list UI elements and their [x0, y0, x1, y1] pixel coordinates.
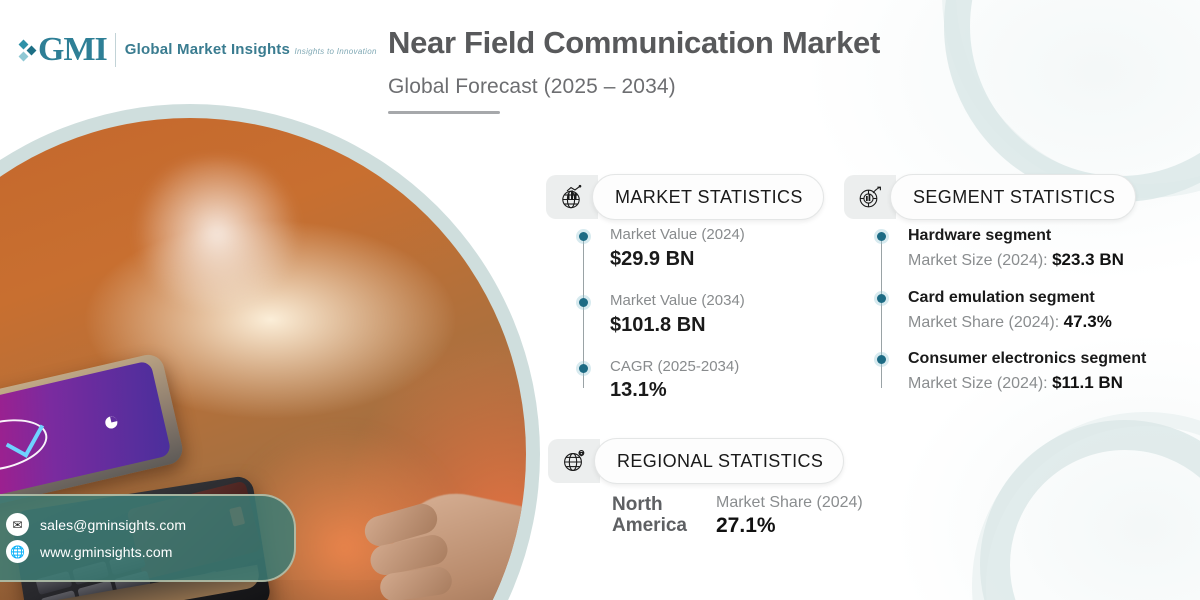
logo-plate: [0, 0, 248, 98]
region-name: North America: [612, 494, 687, 537]
page-subtitle: Global Forecast (2025 – 2034): [388, 74, 676, 98]
segment-stat-metric-2: Market Size (2024):: [908, 375, 1053, 393]
market-stat-item-1: Market Value (2034) $101.8 BN: [578, 292, 858, 338]
logo-divider: [114, 33, 116, 67]
segment-stat-metric-0: Market Size (2024):: [908, 251, 1053, 269]
segment-stat-value-2: $11.1 BN: [1052, 373, 1123, 393]
bullet-dot: [877, 355, 886, 365]
segment-statistics-header: SEGMENT STATISTICS: [844, 174, 1137, 220]
bullet-dot: [579, 232, 588, 241]
segment-stat-value-0: $23.3 BN: [1052, 249, 1124, 269]
globe-pin-icon: [548, 439, 600, 483]
bullet-dot: [579, 297, 588, 307]
header: Near Field Communication Market Global F…: [388, 25, 1028, 114]
segment-stat-sub-2: Market Size (2024): $11.1 BN: [908, 372, 1186, 395]
segment-stat-title-0: Hardware segment: [908, 227, 1052, 244]
contact-email-text: sales@gminsights.com: [40, 516, 187, 533]
logo-tagline: Insights to Innovation: [294, 46, 377, 56]
nfc-wave-icon: ◕: [95, 410, 131, 434]
contact-email-row[interactable]: ✉ sales@gminsights.com: [6, 513, 276, 536]
logo-mark-text: GMI: [38, 31, 108, 68]
market-stat-label-2: CAGR (2025-2034): [610, 357, 740, 375]
regional-statistics-body: North America Market Share (2024) 27.1%: [612, 494, 863, 538]
contact-website-text: www.gminsights.com: [40, 543, 173, 560]
logo-company-name: Global Market Insights: [124, 40, 291, 58]
segment-stats-connector: [881, 236, 882, 388]
pie-chart-target-icon: [844, 175, 896, 219]
segment-stat-value-1: 47.3%: [1063, 311, 1112, 331]
regional-statistics-title: REGIONAL STATISTICS: [594, 438, 845, 484]
hero-image-panel: PAY 🛒 ◕: [0, 0, 540, 600]
segment-stat-title-2: Consumer electronics segment: [908, 350, 1147, 368]
segment-stat-metric-1: Market Share (2024):: [908, 313, 1064, 331]
title-underline: [388, 110, 500, 114]
photo-highlight-bokeh: [122, 158, 312, 308]
diamond-cluster-icon: [18, 35, 37, 65]
market-stat-item-0: Market Value (2024) $29.9 BN: [578, 226, 858, 272]
market-stat-value-2: 13.1%: [610, 379, 667, 402]
brand-logo[interactable]: GMI Global Market Insights Insights to I…: [18, 31, 377, 68]
bullet-dot: [877, 293, 886, 303]
globe-chart-icon: [546, 175, 598, 219]
segment-stat-item-2: Consumer electronics segment Market Size…: [876, 349, 1186, 395]
logo-wordmark: Global Market Insights Insights to Innov…: [124, 40, 377, 59]
market-stat-value-0: $29.9 BN: [610, 247, 695, 270]
market-stat-label-1: Market Value (2034): [610, 291, 745, 309]
segment-stat-item-1: Card emulation segment Market Share (202…: [876, 288, 1186, 334]
contact-box: ✉ sales@gminsights.com 🌐 www.gminsights.…: [0, 494, 296, 582]
region-metric: Market Share (2024) 27.1%: [716, 494, 863, 538]
region-metric-value: 27.1%: [716, 514, 776, 537]
market-stat-item-2: CAGR (2025-2034) 13.1%: [578, 358, 858, 404]
market-stats-connector: [583, 236, 584, 388]
segment-stat-sub-0: Market Size (2024): $23.3 BN: [908, 249, 1186, 272]
market-stat-value-1: $101.8 BN: [610, 313, 706, 336]
bullet-dot: [579, 363, 588, 373]
bullet-dot: [877, 232, 886, 241]
segment-statistics-list: Hardware segment Market Size (2024): $23…: [876, 226, 1186, 395]
page-title: Near Field Communication Market: [388, 25, 880, 60]
region-metric-label: Market Share (2024): [716, 494, 863, 511]
market-statistics-title: MARKET STATISTICS: [592, 174, 824, 220]
contact-website-row[interactable]: 🌐 www.gminsights.com: [6, 540, 276, 563]
segment-statistics-title: SEGMENT STATISTICS: [890, 174, 1137, 220]
market-statistics-list: Market Value (2024) $29.9 BN Market Valu…: [578, 226, 858, 403]
globe-icon: 🌐: [6, 540, 29, 563]
decorative-arc-bottom-right-inner: [980, 420, 1200, 600]
market-stat-label-0: Market Value (2024): [610, 226, 745, 243]
segment-stat-title-1: Card emulation segment: [908, 288, 1095, 306]
segment-stat-item-0: Hardware segment Market Size (2024): $23…: [876, 226, 1186, 272]
market-statistics-header: MARKET STATISTICS: [546, 174, 824, 220]
envelope-icon: ✉: [6, 513, 29, 536]
decorative-arc-bottom-right-outer: [972, 412, 1200, 600]
regional-statistics-header: REGIONAL STATISTICS: [548, 438, 845, 484]
segment-stat-sub-1: Market Share (2024): 47.3%: [908, 311, 1186, 334]
